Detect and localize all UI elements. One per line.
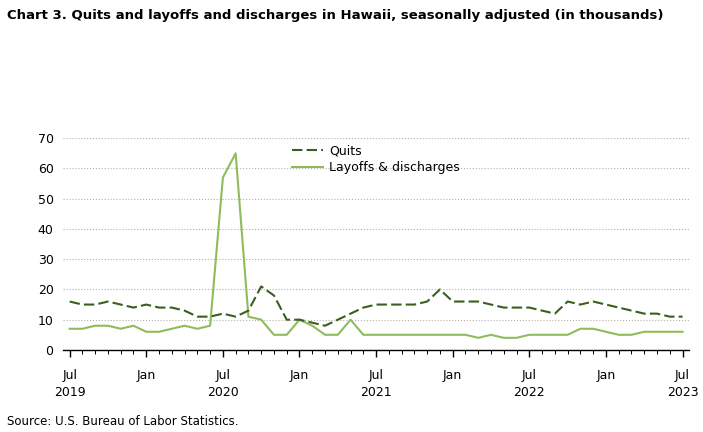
Text: Jan: Jan bbox=[290, 369, 309, 382]
Text: 2023: 2023 bbox=[666, 386, 698, 399]
Text: Jul: Jul bbox=[675, 369, 690, 382]
Text: 2022: 2022 bbox=[513, 386, 545, 399]
Text: 2021: 2021 bbox=[361, 386, 392, 399]
Text: Jan: Jan bbox=[443, 369, 463, 382]
Text: Jul: Jul bbox=[215, 369, 231, 382]
Text: Source: U.S. Bureau of Labor Statistics.: Source: U.S. Bureau of Labor Statistics. bbox=[7, 415, 238, 428]
Text: Jul: Jul bbox=[368, 369, 384, 382]
Text: 2020: 2020 bbox=[207, 386, 239, 399]
Text: Chart 3. Quits and layoffs and discharges in Hawaii, seasonally adjusted (in tho: Chart 3. Quits and layoffs and discharge… bbox=[7, 9, 664, 22]
Text: Jan: Jan bbox=[596, 369, 616, 382]
Legend: Quits, Layoffs & discharges: Quits, Layoffs & discharges bbox=[292, 144, 460, 174]
Text: 2019: 2019 bbox=[54, 386, 86, 399]
Text: Jul: Jul bbox=[522, 369, 537, 382]
Text: Jul: Jul bbox=[62, 369, 77, 382]
Text: Jan: Jan bbox=[136, 369, 156, 382]
